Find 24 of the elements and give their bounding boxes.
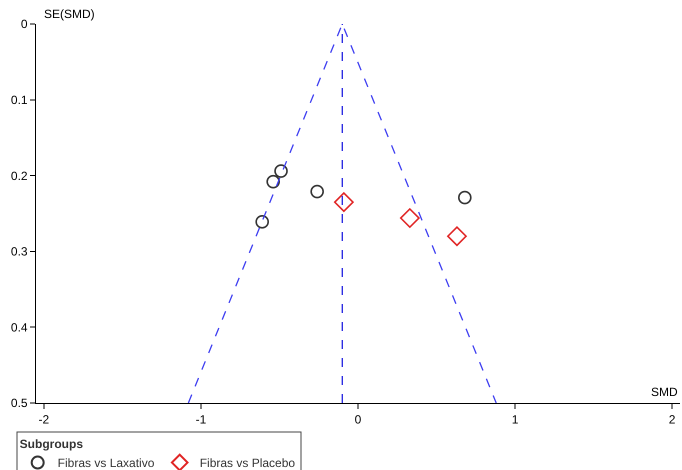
point [334,192,354,212]
x-tick-label: -1 [196,412,207,426]
point [447,226,467,246]
point [458,190,472,204]
y-tick-label: 0.3 [10,244,28,259]
y-tick-label: 0.5 [10,396,28,410]
point [274,164,288,178]
x-tick-label: -2 [38,412,50,426]
legend-label: Fibras vs Placebo [200,456,296,470]
point [310,184,324,198]
x-tick-label: 2 [668,412,676,426]
y-tick-label: 0.4 [10,320,28,334]
point [266,174,280,188]
y-tick-label: 0.1 [10,93,28,107]
legend-label: Fibras vs Laxativo [58,456,155,470]
y-axis-title: SE(SMD) [44,7,95,21]
x-tick-label: 0 [354,412,362,426]
y-tick-label: 0.2 [10,168,28,183]
x-axis-title: SMD [651,385,678,399]
y-tick-label: 0 [20,17,28,32]
legend-title: Subgroups [20,437,84,452]
point [400,208,420,228]
point [255,215,269,229]
x-tick-label: 1 [512,412,519,426]
